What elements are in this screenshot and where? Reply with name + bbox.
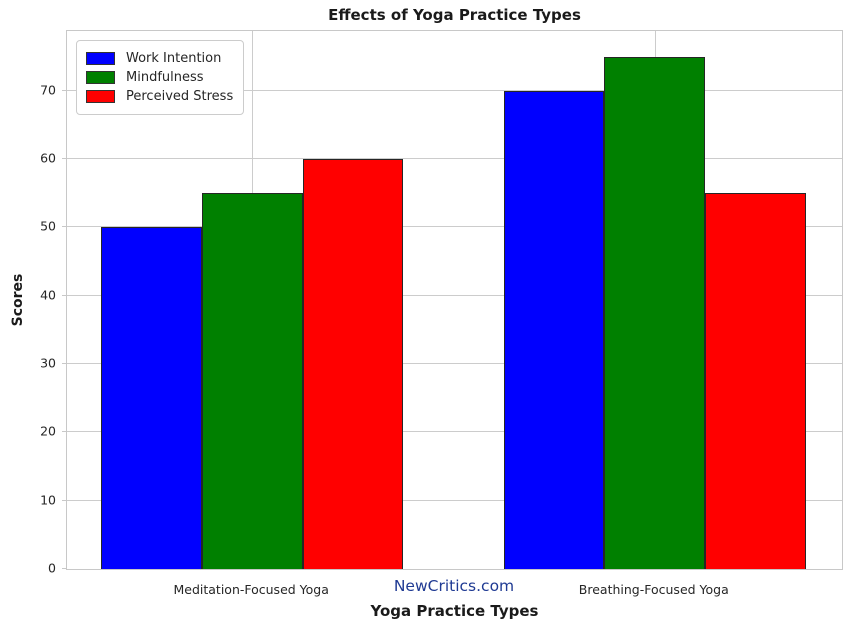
- y-tick-mark: [62, 89, 66, 91]
- gridline-horizontal: [67, 89, 842, 91]
- y-tick-mark: [62, 363, 66, 365]
- plot-area: [66, 30, 843, 570]
- y-tick-label: 30: [40, 355, 56, 371]
- y-tick-mark: [62, 499, 66, 501]
- y-tick-mark: [62, 158, 66, 160]
- watermark-text: NewCritics.com: [393, 577, 515, 595]
- bar-mindfulness: [201, 193, 303, 569]
- y-tick-label: 60: [40, 150, 56, 166]
- chart-title: Effects of Yoga Practice Types: [328, 6, 581, 24]
- gridline-horizontal: [67, 226, 842, 228]
- y-tick-label: 70: [40, 82, 56, 98]
- y-tick-mark: [62, 226, 66, 228]
- y-tick-mark: [62, 568, 66, 569]
- legend-swatch-work-intention: [86, 52, 115, 65]
- y-axis-label: Scores: [10, 273, 26, 327]
- legend-item: Work Intention: [86, 51, 233, 66]
- y-tick-label: 10: [40, 492, 56, 508]
- bar-work-intention: [503, 90, 605, 569]
- legend-label: Mindfulness: [126, 70, 204, 85]
- y-tick-mark: [62, 294, 66, 296]
- y-tick-label: 50: [40, 218, 56, 234]
- bar-work-intention: [101, 227, 202, 569]
- x-tick-label: Breathing-Focused Yoga: [578, 582, 729, 597]
- y-tick-label: 0: [48, 560, 56, 576]
- legend-swatch-perceived-stress: [86, 90, 115, 103]
- legend-label: Perceived Stress: [126, 89, 234, 104]
- legend-item: Perceived Stress: [86, 89, 233, 104]
- gridline-horizontal: [67, 499, 842, 501]
- gridline-horizontal: [67, 363, 842, 365]
- x-axis-label: Yoga Practice Types: [370, 602, 539, 620]
- y-tick-label: 20: [40, 423, 56, 439]
- legend-item: Mindfulness: [86, 70, 233, 85]
- bar-mindfulness: [604, 56, 706, 569]
- y-tick-mark: [62, 431, 66, 433]
- bar-perceived-stress: [302, 159, 404, 569]
- bar-perceived-stress: [705, 193, 806, 569]
- legend-label: Work Intention: [126, 51, 222, 66]
- gridline-horizontal: [67, 294, 842, 296]
- gridline-horizontal: [67, 158, 842, 160]
- legend: Work Intention Mindfulness Perceived Stres…: [76, 40, 245, 115]
- x-tick-label: Meditation-Focused Yoga: [173, 582, 329, 597]
- legend-swatch-mindfulness: [86, 71, 115, 84]
- gridline-horizontal: [67, 431, 842, 433]
- y-tick-label: 40: [40, 287, 56, 303]
